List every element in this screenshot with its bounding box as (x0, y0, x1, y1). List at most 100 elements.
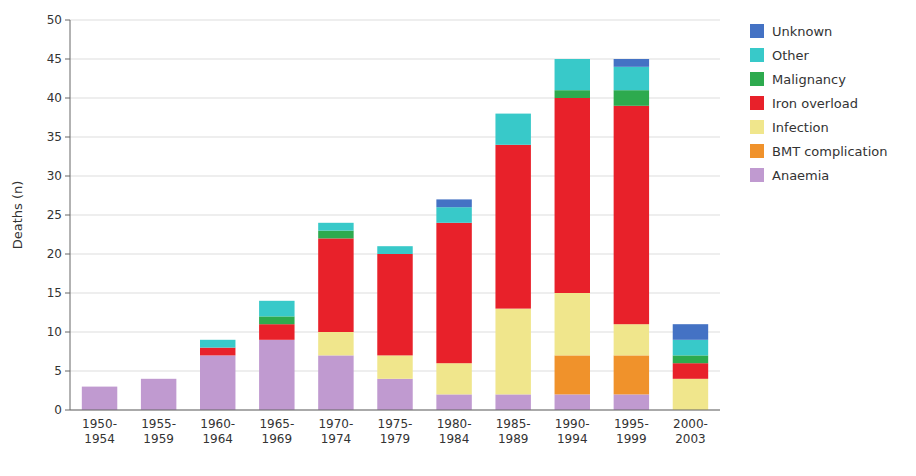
bar-segment (436, 363, 471, 394)
legend-label: BMT complication (772, 144, 887, 159)
bar-segment (377, 355, 412, 378)
series (200, 98, 708, 379)
bar-segment (495, 114, 530, 145)
bar-segment (555, 355, 590, 394)
bar-segment (377, 246, 412, 247)
y-grid (70, 20, 720, 410)
x-tick-label: 1955-1959 (141, 417, 176, 446)
x-tick-label: 2000-2003 (673, 417, 708, 446)
x-tick-label: 1985-1989 (496, 417, 531, 446)
bar-segment (141, 378, 176, 379)
x-tick-label-line: 2000- (673, 417, 708, 431)
x-tick-label-line: 1964 (202, 432, 233, 446)
bar-segment (259, 300, 294, 301)
bar-segment (614, 106, 649, 324)
legend-swatch (750, 120, 764, 134)
x-tick-label: 1965-1969 (259, 417, 294, 446)
bar-segment (673, 355, 708, 363)
x-tick-label: 1995-1999 (614, 417, 649, 446)
y-tick-label: 10 (47, 325, 62, 339)
y-axis: 05101520253035404550 (47, 13, 70, 417)
y-tick (65, 98, 70, 99)
x-tick-label-line: 1960- (200, 417, 235, 431)
bar-segment (555, 59, 590, 90)
y-tick (65, 59, 70, 60)
bar-segment (614, 355, 649, 394)
bar-segment (200, 340, 235, 348)
x-axis-line (70, 410, 720, 411)
y-axis-line (70, 20, 71, 410)
x-axis: 1950-1954 1955-1959 1960-1964 1965-1969 1970… (70, 410, 720, 446)
legend-label: Infection (772, 120, 829, 135)
y-tick (65, 176, 70, 177)
grid-line (70, 410, 720, 411)
bar-segment (377, 254, 412, 355)
x-tick-label-line: 1955- (141, 417, 176, 431)
bar-segment (436, 199, 471, 207)
legend-swatch (750, 24, 764, 38)
bar-segment (318, 355, 353, 410)
y-tick-label: 40 (47, 91, 62, 105)
y-tick-label: 5 (54, 364, 62, 378)
x-tick-label-line: 1950- (82, 417, 117, 431)
bar-segment (141, 379, 176, 410)
bar-segment (495, 309, 530, 395)
bar-segment (259, 340, 294, 410)
bar-segment (673, 340, 708, 356)
bar-segment (495, 394, 530, 410)
bar-segment (82, 386, 117, 387)
x-tick-label-line: 1994 (557, 432, 588, 446)
y-tick-label: 20 (47, 247, 62, 261)
x-tick-label-line: 1954 (84, 432, 115, 446)
legend-label: Other (772, 48, 810, 63)
y-tick (65, 332, 70, 333)
y-tick (65, 215, 70, 216)
bar-segment (82, 386, 117, 387)
x-tick-label-line: 1965- (259, 417, 294, 431)
legend-label: Anaemia (772, 168, 829, 183)
bar-segment (436, 207, 471, 223)
bar-segment (82, 386, 117, 387)
bar-segment (318, 223, 353, 231)
x-tick-label: 1960-1964 (200, 417, 235, 446)
x-tick-label: 1990-1994 (555, 417, 590, 446)
x-tick-label-line: 1989 (498, 432, 529, 446)
x-tick-label-line: 1970- (318, 417, 353, 431)
bar-segment (82, 387, 117, 410)
bar-segment (82, 386, 117, 387)
bar-segment (614, 394, 649, 410)
grid-line (70, 20, 720, 21)
series (436, 59, 708, 340)
y-axis-label: Deaths (n) (10, 181, 25, 250)
bar-segment (259, 316, 294, 324)
bar-segment (259, 301, 294, 317)
bar-segment (82, 386, 117, 387)
bar-segment (318, 332, 353, 355)
x-tick-label-line: 1979 (380, 432, 411, 446)
bar-segment (614, 90, 649, 106)
bar-segment (495, 113, 530, 114)
bar-segment (200, 348, 235, 356)
x-tick-label-line: 1980- (437, 417, 472, 431)
y-tick (65, 20, 70, 21)
x-tick-label-line: 1969 (262, 432, 293, 446)
y-tick-label: 50 (47, 13, 62, 27)
x-tick-label-line: 1959 (143, 432, 174, 446)
bar-segment (318, 238, 353, 332)
legend-swatch (750, 144, 764, 158)
bar-segment (141, 378, 176, 379)
x-tick-label: 1950-1954 (82, 417, 117, 446)
x-tick-label: 1980-1984 (437, 417, 472, 446)
x-tick-label-line: 1975- (378, 417, 413, 431)
bar-segment (436, 223, 471, 363)
bar-segment (82, 386, 117, 387)
bar-segment (555, 90, 590, 98)
y-tick (65, 410, 70, 411)
bar-segment (200, 355, 235, 410)
x-tick-label-line: 1990- (555, 417, 590, 431)
bar-segment (436, 394, 471, 410)
bar-segment (555, 394, 590, 410)
bar-segment (141, 378, 176, 379)
y-tick-label: 0 (54, 403, 62, 417)
x-tick-label-line: 1974 (321, 432, 352, 446)
